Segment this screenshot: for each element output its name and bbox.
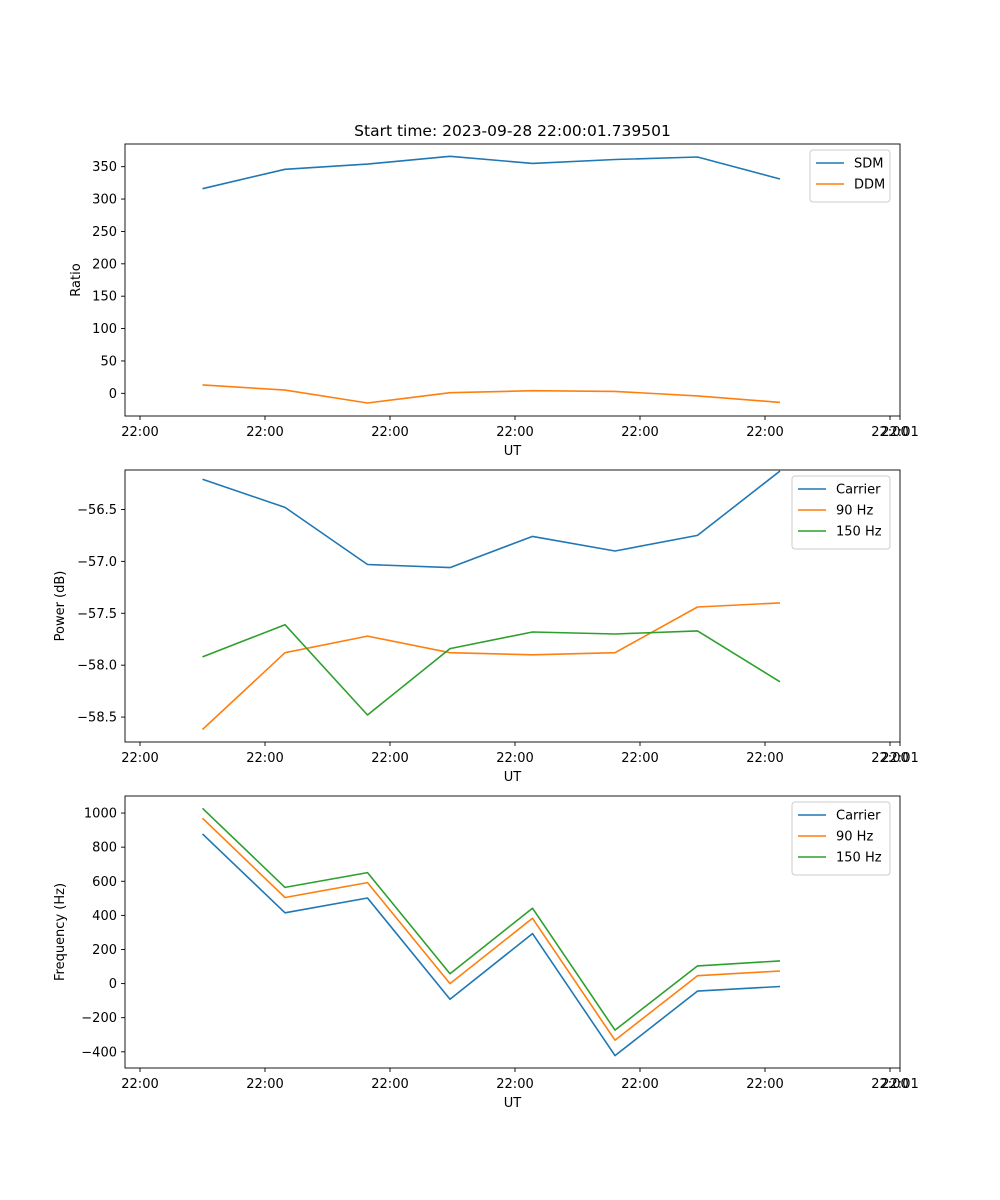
y-tick-label: −200 <box>81 1011 117 1026</box>
x-axis-label: UT <box>504 1096 522 1111</box>
chart-title: Start time: 2023-09-28 22:00:01.739501 <box>354 122 671 140</box>
y-tick-label: 150 <box>92 290 117 305</box>
x-tick-label: 22:00 <box>871 1077 908 1092</box>
series-line-150-hz <box>201 807 781 1031</box>
series-line-ddm <box>202 384 781 404</box>
y-axis-label: Ratio <box>69 263 84 296</box>
x-axis-label: UT <box>504 770 522 785</box>
x-tick-label: 22:00 <box>871 751 908 766</box>
legend-label: 90 Hz <box>836 504 873 519</box>
x-tick-label: 22:00 <box>121 751 158 766</box>
y-axis-label: Power (dB) <box>53 571 68 642</box>
x-tick-label: 22:01 <box>881 425 918 440</box>
legend-label: SDM <box>854 157 883 172</box>
x-tick-label: 22:00 <box>621 751 658 766</box>
series-line-90-hz <box>201 602 781 731</box>
y-tick-label: −58.0 <box>77 659 117 674</box>
axes-frame <box>124 469 901 743</box>
x-tick-label: 22:00 <box>746 425 783 440</box>
y-tick-label: 100 <box>92 322 117 337</box>
x-tick-label: 22:00 <box>121 1077 158 1092</box>
x-tick-label: 22:00 <box>496 425 533 440</box>
series-line-carrier <box>202 470 781 569</box>
legend-label: Carrier <box>836 483 881 498</box>
x-tick-label: 22:00 <box>871 425 908 440</box>
y-tick-label: 200 <box>92 943 117 958</box>
series-line-90-hz <box>201 817 781 1041</box>
series-line-carrier <box>201 833 781 1057</box>
x-tick-label: 22:00 <box>121 425 158 440</box>
legend-label: 150 Hz <box>836 851 882 866</box>
y-tick-label: 0 <box>109 977 117 992</box>
x-axis-label: UT <box>504 444 522 459</box>
x-tick-label: 22:00 <box>621 1077 658 1092</box>
legend-label: Carrier <box>836 809 881 824</box>
legend: SDM DDM <box>809 149 891 203</box>
legend-label: DDM <box>854 178 885 193</box>
legend: Carrier 90 Hz 150 Hz <box>791 801 891 876</box>
y-tick-label: 300 <box>92 193 117 208</box>
x-tick-label: 22:00 <box>246 425 283 440</box>
y-tick-label: 200 <box>92 257 117 272</box>
x-tick-label: 22:00 <box>246 1077 283 1092</box>
y-tick-label: −57.0 <box>77 555 117 570</box>
axes-frame <box>124 143 901 417</box>
legend-label: 90 Hz <box>836 830 873 845</box>
axes-frame <box>124 795 901 1069</box>
x-tick-label: 22:00 <box>746 751 783 766</box>
y-tick-label: 800 <box>92 841 117 856</box>
y-tick-label: −400 <box>81 1045 117 1060</box>
legend: Carrier 90 Hz 150 Hz <box>791 475 891 550</box>
y-tick-label: 250 <box>92 225 117 240</box>
y-tick-label: 50 <box>100 354 117 369</box>
series-line-sdm <box>202 155 781 190</box>
x-tick-label: 22:00 <box>371 1077 408 1092</box>
y-tick-label: 1000 <box>84 807 117 822</box>
chart-panel-2: 22:00 22:00 22:00 22:00 22:00 22:00 22:0022:01… <box>53 469 919 785</box>
x-tick-label: 22:01 <box>881 1077 918 1092</box>
y-tick-label: 350 <box>92 160 117 175</box>
x-tick-label: 22:01 <box>881 751 918 766</box>
x-tick-label: 22:00 <box>496 751 533 766</box>
x-tick-label: 22:00 <box>621 425 658 440</box>
y-tick-label: −58.5 <box>77 711 117 726</box>
legend-label: 150 Hz <box>836 525 882 540</box>
x-tick-label: 22:00 <box>496 1077 533 1092</box>
chart-panel-1: 22:00 22:00 22:00 22:00 22:00 22:00 22:0022:01… <box>69 122 919 459</box>
series-line-150-hz <box>202 623 781 716</box>
chart-panel-3: 22:00 22:00 22:00 22:00 22:00 22:00 22:0022:01… <box>53 795 919 1111</box>
y-tick-label: 0 <box>109 387 117 402</box>
x-tick-label: 22:00 <box>371 425 408 440</box>
y-tick-label: −57.5 <box>77 607 117 622</box>
x-tick-label: 22:00 <box>371 751 408 766</box>
y-tick-label: 400 <box>92 909 117 924</box>
y-tick-label: −56.5 <box>77 503 117 518</box>
x-tick-label: 22:00 <box>246 751 283 766</box>
x-tick-label: 22:00 <box>746 1077 783 1092</box>
y-tick-label: 600 <box>92 875 117 890</box>
y-axis-label: Frequency (Hz) <box>53 883 68 981</box>
